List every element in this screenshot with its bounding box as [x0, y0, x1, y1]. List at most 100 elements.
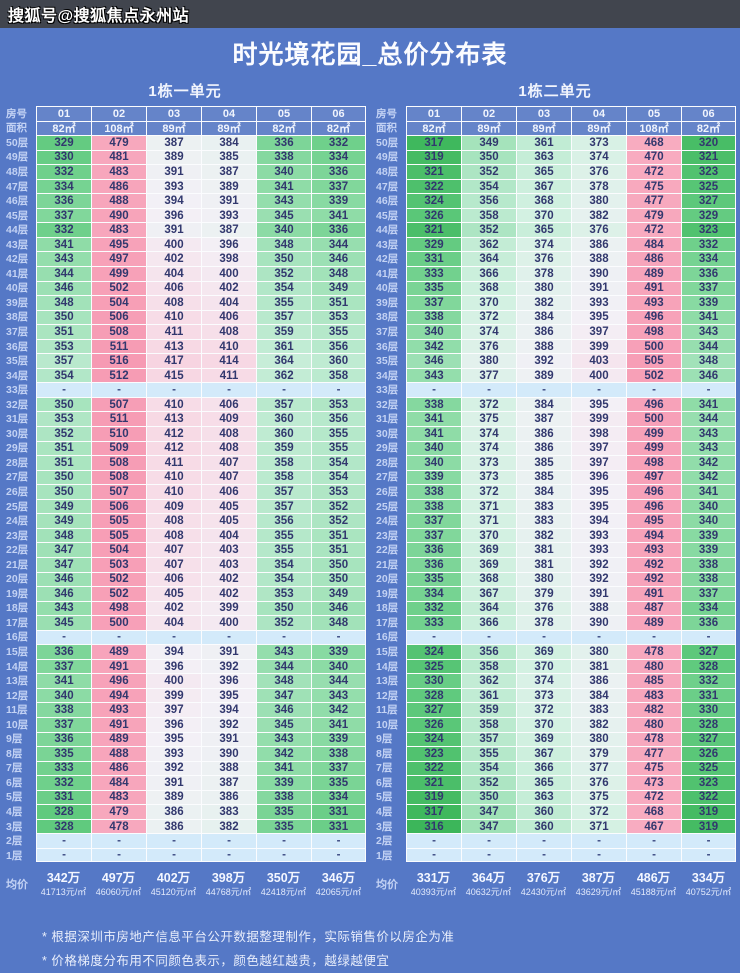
price-cell: 337 — [681, 280, 736, 296]
area-header-cell: 89㎡ — [146, 120, 201, 136]
price-cell: 385 — [516, 455, 571, 470]
price-cell: 395 — [201, 687, 256, 703]
row-header-room: 房号 — [6, 107, 27, 120]
price-cell: 336 — [311, 222, 366, 237]
price-cell: 364 — [461, 600, 516, 616]
price-cell: 388 — [571, 600, 626, 616]
row-header-average: 均价 — [6, 879, 28, 892]
price-cell: 355 — [256, 542, 311, 557]
price-cell: - — [516, 847, 571, 863]
floor-label: 19层 — [6, 587, 29, 600]
price-cell: 391 — [201, 193, 256, 208]
price-cell: 331 — [36, 789, 91, 805]
floor-label: 9层 — [6, 733, 23, 746]
price-cell: 354 — [461, 760, 516, 776]
floor-label: 17层 — [6, 616, 29, 629]
price-cell: 405 — [201, 513, 256, 528]
price-cell: 392 — [516, 353, 571, 368]
price-cell: 350 — [311, 571, 366, 587]
floor-label: 10层 — [376, 718, 399, 731]
price-cell: 392 — [571, 571, 626, 587]
floor-label: 4层 — [6, 806, 23, 819]
price-cell: 356 — [311, 338, 366, 354]
average-price-cell: 402万 45120元/㎡ — [146, 864, 201, 904]
price-cell: 387 — [201, 775, 256, 790]
floor-label: 30层 — [6, 427, 29, 440]
price-cell: - — [461, 629, 516, 645]
price-cell: 341 — [311, 716, 366, 732]
price-cell: - — [146, 847, 201, 863]
price-cell: 343 — [256, 731, 311, 747]
price-cell: 322 — [406, 760, 461, 776]
floor-label: 40层 — [6, 282, 29, 295]
floor-label: 8层 — [6, 747, 23, 760]
average-price-cell: 334万 40752元/㎡ — [681, 864, 736, 904]
price-cell: 392 — [571, 556, 626, 572]
price-cell: 327 — [681, 731, 736, 747]
unit2-average-row: 均价 331万 40393元/㎡ 364万 40632元/㎡ 376万 42430元/㎡ 38… — [374, 864, 736, 904]
price-cell: 347 — [36, 542, 91, 557]
floor-label: 31层 — [6, 413, 29, 426]
price-cell: 353 — [36, 338, 91, 354]
price-cell: 344 — [681, 411, 736, 427]
price-cell: 475 — [626, 178, 681, 194]
watermark-bar: 搜狐号@搜狐焦点永州站 — [0, 0, 740, 28]
price-cell: 407 — [146, 556, 201, 572]
price-cell: 343 — [311, 687, 366, 703]
price-cell: - — [146, 382, 201, 397]
room-number-header-cell: 06 — [681, 106, 736, 121]
price-cell: 491 — [626, 280, 681, 296]
price-cell: 348 — [36, 295, 91, 310]
price-cell: 338 — [406, 498, 461, 514]
price-cell: 333 — [36, 760, 91, 776]
price-cell: 360 — [516, 804, 571, 819]
floor-label: 28层 — [6, 456, 29, 469]
price-cell: 341 — [406, 426, 461, 441]
price-cell: 494 — [626, 527, 681, 543]
price-cell: 477 — [626, 193, 681, 208]
average-unit-price: 42418元/㎡ — [260, 886, 307, 897]
price-cell: 408 — [201, 440, 256, 456]
price-cell: - — [256, 629, 311, 645]
price-cell: - — [91, 847, 146, 863]
price-cell: 366 — [461, 615, 516, 630]
price-cell: 324 — [406, 731, 461, 747]
price-cell: 360 — [311, 353, 366, 368]
price-cell: 393 — [201, 207, 256, 223]
price-cell: 320 — [681, 135, 736, 150]
floor-label: 13层 — [376, 675, 399, 688]
price-cell: 338 — [681, 571, 736, 587]
price-cell: 355 — [311, 324, 366, 339]
price-cell: 332 — [311, 135, 366, 150]
price-cell: 409 — [146, 498, 201, 514]
price-cell: 374 — [571, 149, 626, 165]
price-cell: 325 — [681, 760, 736, 776]
price-cell: 369 — [461, 556, 516, 572]
price-cell: 486 — [626, 251, 681, 267]
floor-label: 48层 — [376, 165, 399, 178]
price-cell: 338 — [406, 309, 461, 325]
price-cell: 373 — [516, 687, 571, 703]
price-cell: 349 — [461, 135, 516, 150]
floor-label: 32层 — [6, 398, 29, 411]
price-cell: 341 — [256, 178, 311, 194]
price-cell: 398 — [571, 426, 626, 441]
price-cell: 326 — [681, 746, 736, 761]
price-cell: 411 — [146, 455, 201, 470]
price-cell: 340 — [681, 513, 736, 528]
price-cell: 337 — [311, 760, 366, 776]
price-cell: 404 — [201, 295, 256, 310]
price-cell: 325 — [406, 658, 461, 674]
price-cell: - — [681, 382, 736, 397]
price-cell: 321 — [406, 164, 461, 179]
price-cell: 467 — [626, 818, 681, 834]
price-cell: 491 — [91, 658, 146, 674]
average-unit-price: 43629元/㎡ — [575, 886, 622, 897]
price-cell: 380 — [461, 353, 516, 368]
price-cell: 359 — [256, 440, 311, 456]
price-cell: 384 — [571, 687, 626, 703]
price-cell: 390 — [201, 746, 256, 761]
price-cell: - — [571, 629, 626, 645]
price-cell: 346 — [256, 702, 311, 717]
price-cell: 324 — [406, 644, 461, 659]
